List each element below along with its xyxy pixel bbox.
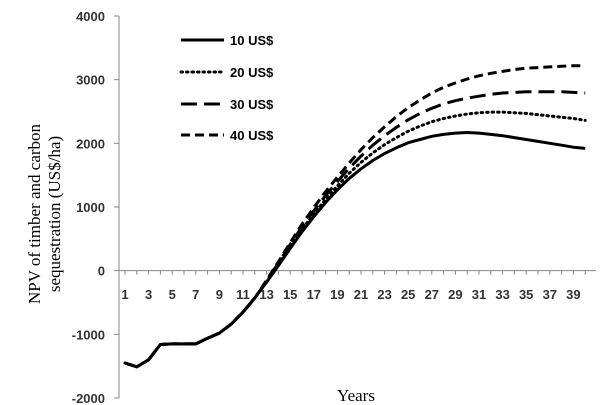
y-tick-label: 0 bbox=[98, 264, 105, 279]
series-lines bbox=[123, 64, 587, 369]
legend-label-4: 40 US$ bbox=[230, 128, 274, 143]
x-tick-label: 13 bbox=[259, 287, 273, 302]
x-tick-label: 31 bbox=[472, 287, 486, 302]
x-tick-label: 25 bbox=[401, 287, 415, 302]
x-tick-label: 1 bbox=[121, 287, 128, 302]
x-tick-label: 23 bbox=[377, 287, 391, 302]
x-tick-label: 11 bbox=[236, 287, 250, 302]
series-line-3 bbox=[124, 90, 586, 369]
x-tick-labels: 1 3 5 7 9 11 13 15 17 19 21 23 25 27 29 31 33 35 37 39 bbox=[121, 270, 586, 302]
chart-axes bbox=[118, 16, 596, 398]
legend-label-3: 30 US$ bbox=[230, 97, 274, 112]
x-tick-label: 3 bbox=[145, 287, 152, 302]
x-tick-label: 33 bbox=[495, 287, 509, 302]
series-line-2 bbox=[123, 110, 587, 369]
y-tick-label: 1000 bbox=[76, 200, 105, 215]
y-tick-label: -2000 bbox=[72, 391, 105, 405]
y-tick-label: 4000 bbox=[76, 9, 105, 24]
x-tick-label: 35 bbox=[519, 287, 533, 302]
legend: 10 US$ 20 US$ 30 US$ 40 US$ bbox=[179, 33, 274, 143]
x-tick-label: 39 bbox=[566, 287, 580, 302]
x-axis-title: Years bbox=[337, 386, 375, 405]
x-tick-label: 29 bbox=[448, 287, 462, 302]
y-tick-label: -1000 bbox=[72, 327, 105, 342]
legend-label-1: 10 US$ bbox=[230, 33, 274, 48]
x-tick-label: 21 bbox=[354, 287, 368, 302]
y-tick-label: 3000 bbox=[76, 73, 105, 88]
x-tick-label: 17 bbox=[307, 287, 321, 302]
x-tick-label: 5 bbox=[169, 287, 176, 302]
series-line-1 bbox=[124, 131, 586, 369]
y-axis-title-line-1: NPV of timber and carbon bbox=[25, 123, 44, 304]
y-tick-labels: -2000 -1000 0 1000 2000 3000 4000 bbox=[72, 9, 119, 405]
x-tick-label: 27 bbox=[425, 287, 439, 302]
y-tick-label: 2000 bbox=[76, 136, 105, 151]
y-axis-title-line-2: sequestration (US$/ha) bbox=[45, 136, 64, 292]
legend-label-2: 20 US$ bbox=[230, 65, 274, 80]
x-tick-label: 37 bbox=[543, 287, 557, 302]
x-tick-label: 15 bbox=[283, 287, 297, 302]
x-tick-label: 19 bbox=[330, 287, 344, 302]
x-tick-label: 9 bbox=[216, 287, 223, 302]
x-tick-label: 7 bbox=[192, 287, 199, 302]
series-line-4 bbox=[124, 64, 586, 369]
